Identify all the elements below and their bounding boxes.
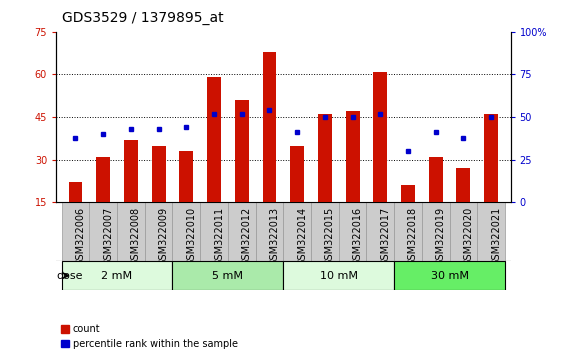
Text: GSM322015: GSM322015 — [325, 207, 335, 266]
Text: GSM322017: GSM322017 — [380, 207, 390, 266]
Bar — [394, 202, 422, 261]
Bar — [235, 100, 249, 202]
Bar — [228, 202, 256, 261]
Bar — [401, 185, 415, 202]
Bar — [457, 168, 470, 202]
Legend: count, percentile rank within the sample: count, percentile rank within the sample — [61, 324, 238, 349]
Bar — [484, 114, 498, 202]
Bar — [96, 157, 110, 202]
Bar — [172, 261, 283, 290]
Text: 5 mM: 5 mM — [213, 270, 243, 281]
Bar — [89, 202, 117, 261]
Bar — [422, 202, 449, 261]
Text: GSM322008: GSM322008 — [131, 207, 141, 266]
Bar — [68, 182, 82, 202]
Text: GSM322010: GSM322010 — [186, 207, 196, 266]
Bar — [124, 140, 138, 202]
Bar — [200, 202, 228, 261]
Bar — [145, 202, 172, 261]
Bar — [263, 52, 277, 202]
Bar — [62, 202, 89, 261]
Bar — [346, 112, 360, 202]
Bar — [366, 202, 394, 261]
Text: GSM322018: GSM322018 — [408, 207, 418, 266]
Text: GSM322006: GSM322006 — [76, 207, 85, 266]
Bar — [180, 151, 193, 202]
Bar — [449, 202, 477, 261]
Text: GSM322013: GSM322013 — [269, 207, 279, 266]
Text: GSM322011: GSM322011 — [214, 207, 224, 266]
Text: dose: dose — [57, 270, 83, 281]
Text: 10 mM: 10 mM — [320, 270, 358, 281]
Bar — [374, 72, 387, 202]
Bar — [318, 114, 332, 202]
Bar — [394, 261, 505, 290]
Bar — [311, 202, 339, 261]
Bar — [339, 202, 366, 261]
Text: GSM322021: GSM322021 — [491, 207, 501, 266]
Bar — [283, 261, 394, 290]
Bar — [117, 202, 145, 261]
Text: 2 mM: 2 mM — [102, 270, 132, 281]
Text: GSM322012: GSM322012 — [242, 207, 252, 266]
Text: GSM322009: GSM322009 — [159, 207, 169, 266]
Bar — [62, 261, 172, 290]
Text: GSM322019: GSM322019 — [436, 207, 445, 266]
Bar — [256, 202, 283, 261]
Text: GSM322014: GSM322014 — [297, 207, 307, 266]
Bar — [283, 202, 311, 261]
Bar — [207, 77, 221, 202]
Bar — [429, 157, 443, 202]
Bar — [477, 202, 505, 261]
Text: 30 mM: 30 mM — [430, 270, 468, 281]
Bar — [290, 145, 304, 202]
Bar — [151, 145, 165, 202]
Text: GSM322007: GSM322007 — [103, 207, 113, 266]
Text: GDS3529 / 1379895_at: GDS3529 / 1379895_at — [62, 11, 223, 25]
Bar — [172, 202, 200, 261]
Text: GSM322016: GSM322016 — [352, 207, 362, 266]
Text: GSM322020: GSM322020 — [463, 207, 473, 266]
